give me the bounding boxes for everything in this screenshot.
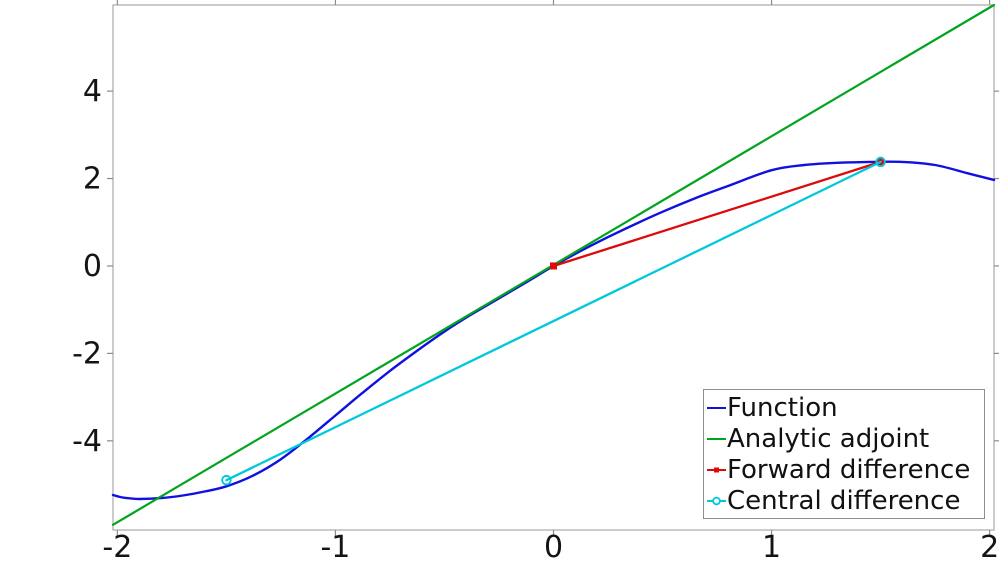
legend-item-central-difference: Central difference	[706, 486, 984, 516]
analytic-adjoint-line-sample-icon	[707, 437, 726, 440]
legend-label-function: Function	[727, 392, 838, 423]
x-tick-label: -2	[102, 530, 132, 563]
forward-difference-marker	[550, 262, 557, 270]
y-tick-label: 4	[83, 74, 102, 109]
legend-item-function: Function	[706, 393, 984, 423]
x-tick-label: 1	[762, 530, 781, 563]
x-tick-label: -1	[320, 530, 350, 563]
legend: Function Analytic adjoint Forward differ…	[703, 389, 985, 519]
x-tick-label: 0	[544, 530, 563, 563]
central-difference-marker	[875, 156, 886, 168]
y-tick-label: 0	[83, 249, 102, 284]
x-tick-label: 2	[980, 530, 999, 563]
legend-label-forward-difference: Forward difference	[727, 454, 971, 485]
y-tick-label: -2	[72, 336, 102, 371]
series-central-difference-line	[225, 160, 882, 482]
forward-difference-line-sample-icon	[707, 467, 726, 472]
y-tick-label: -4	[72, 424, 102, 459]
legend-item-analytic-adjoint: Analytic adjoint	[706, 424, 984, 454]
legend-item-forward-difference: Forward difference	[706, 455, 984, 485]
legend-label-analytic-adjoint: Analytic adjoint	[727, 423, 930, 454]
function-line-sample-icon	[707, 406, 726, 409]
series-forward-difference-line	[552, 160, 882, 268]
central-difference-line-sample-icon	[707, 496, 726, 505]
legend-label-central-difference: Central difference	[727, 485, 961, 516]
central-difference-marker	[221, 474, 232, 486]
y-tick-label: 2	[83, 162, 102, 197]
